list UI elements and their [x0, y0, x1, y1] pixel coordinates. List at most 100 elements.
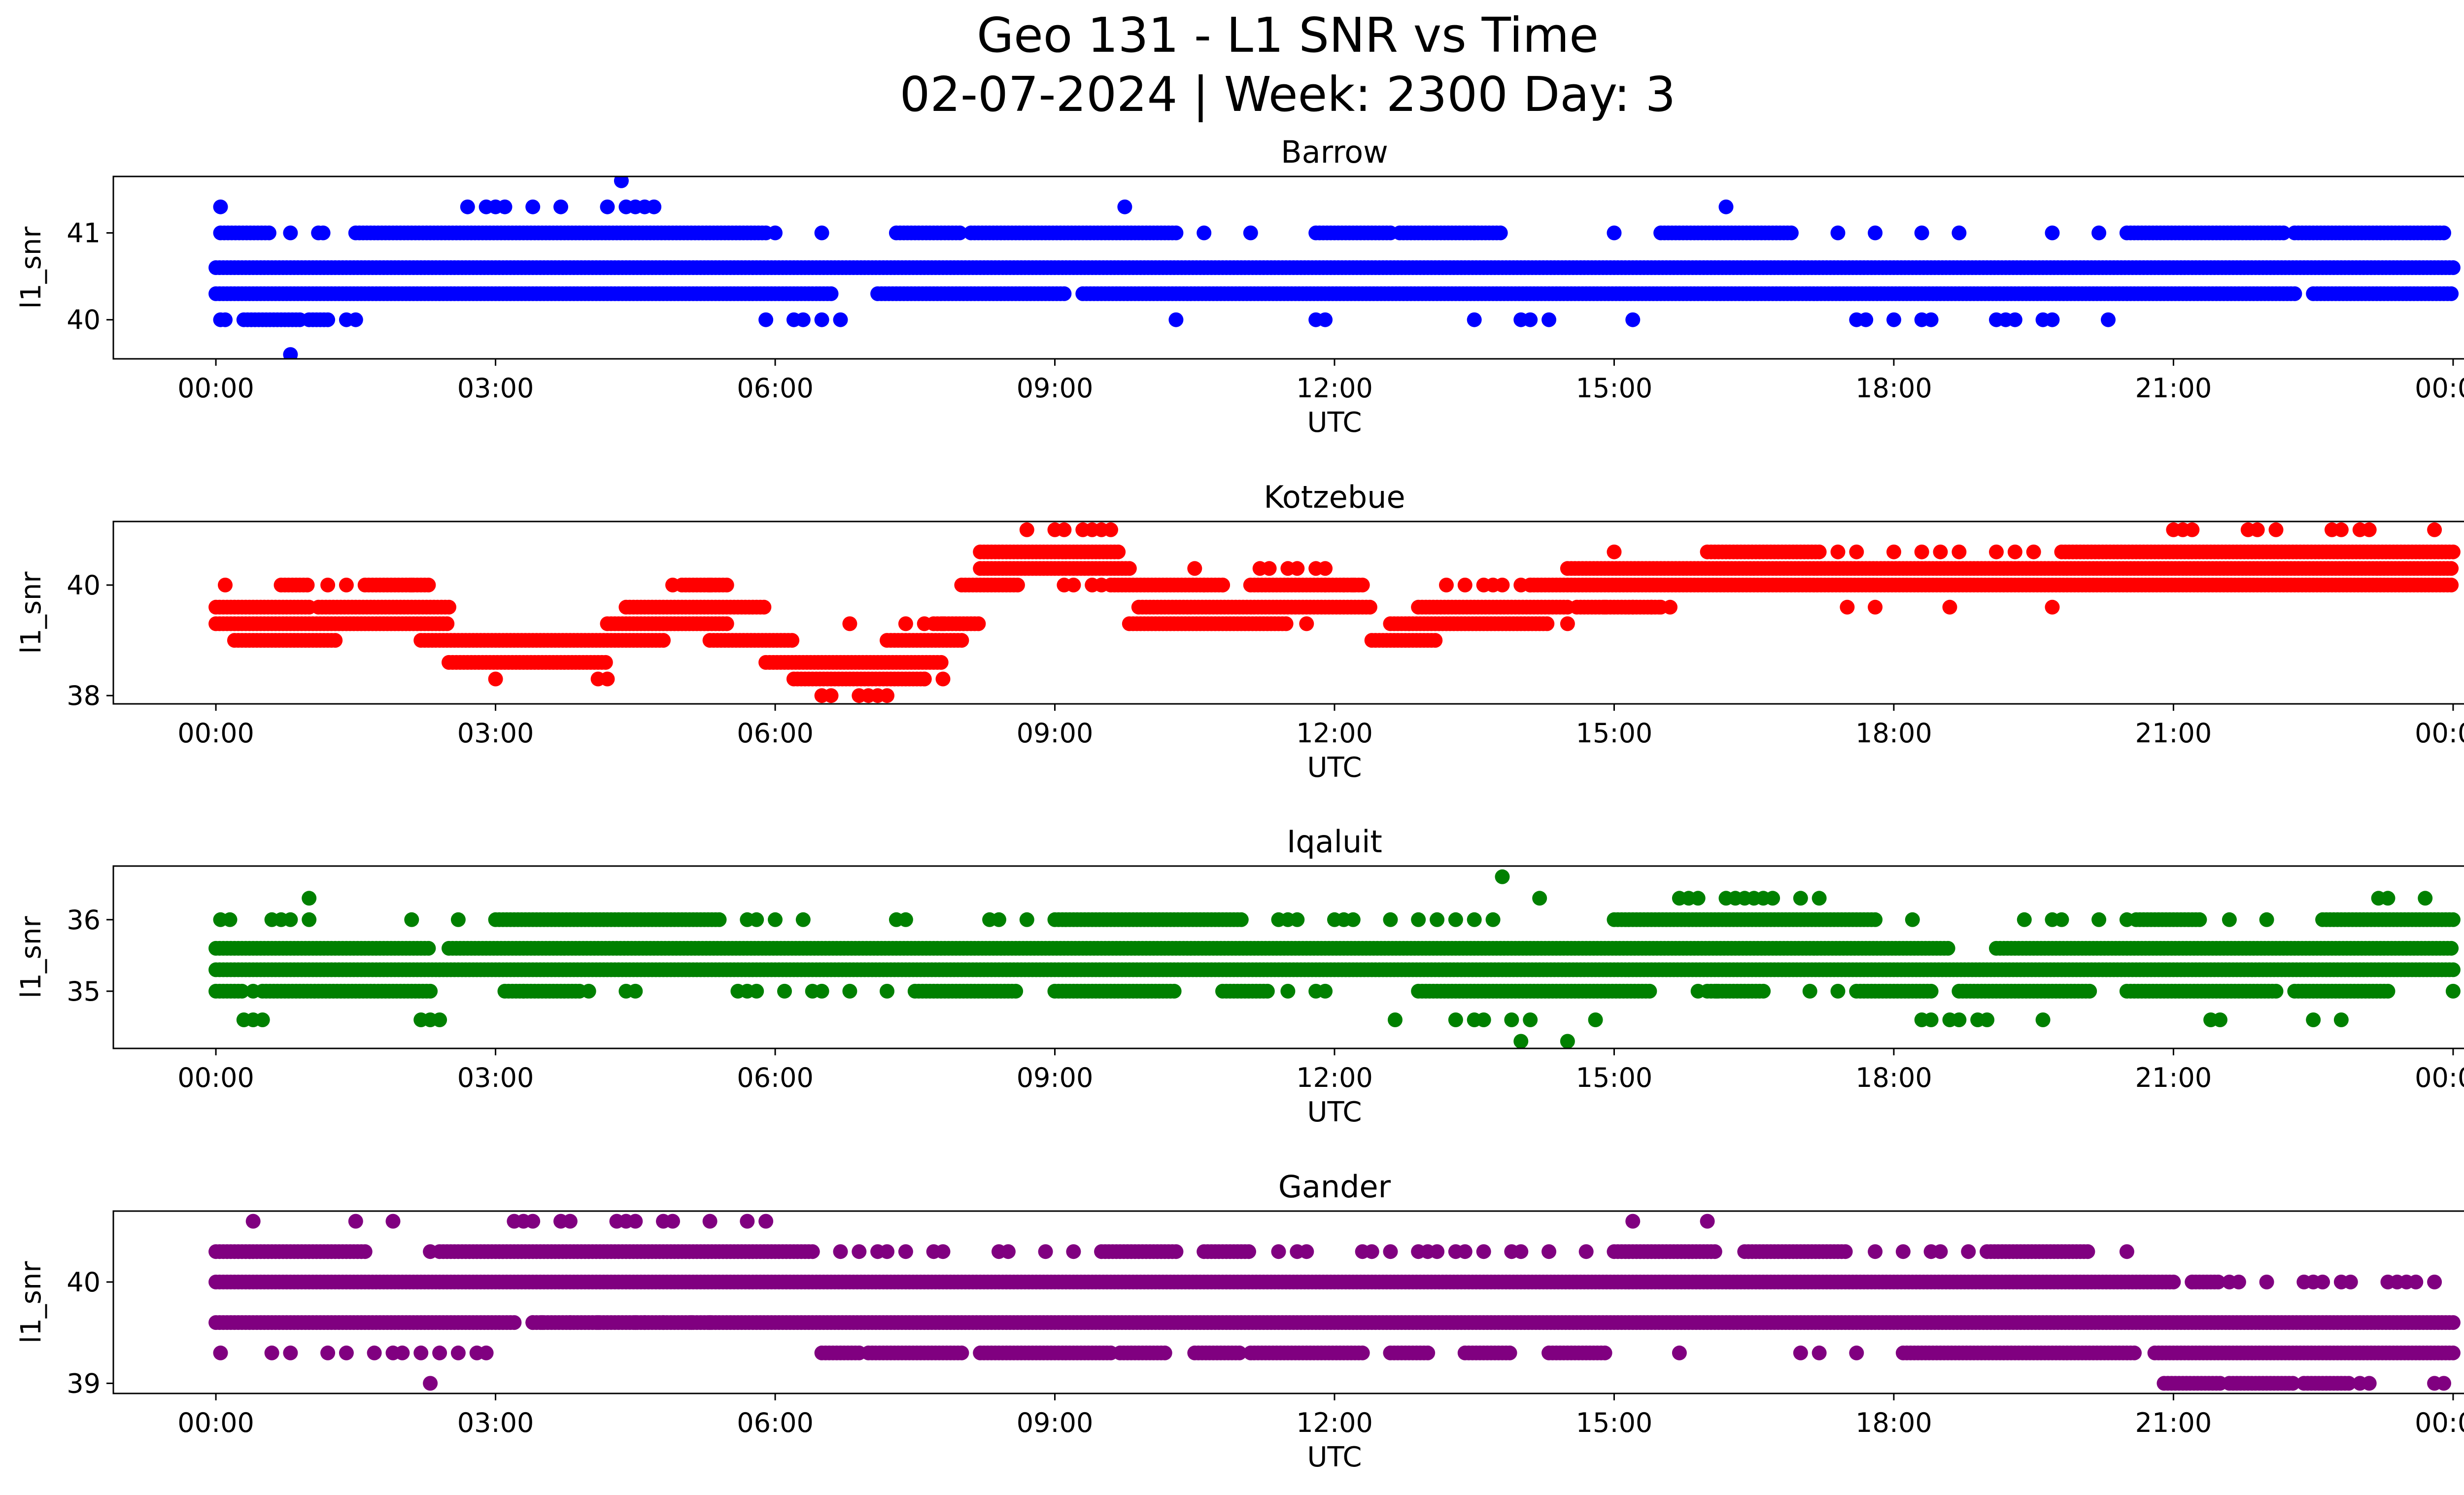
- kotzebue-point-1543: [1495, 577, 1510, 592]
- barrow-point-1465: [1783, 225, 1799, 241]
- kotzebue-point-1545: [1523, 577, 1538, 592]
- kotzebue-point-712: [300, 577, 315, 592]
- barrow-point-1613: [2045, 225, 2060, 241]
- kotzebue-point-1588: [2007, 544, 2022, 559]
- kotzebue-point-1565: [917, 671, 932, 687]
- barrow-point-1587: [1541, 312, 1557, 327]
- barrow-xtick-label-0: 00:00: [177, 373, 254, 404]
- kotzebue-point-1525: [320, 577, 336, 592]
- kotzebue-point-1606: [2361, 522, 2377, 537]
- barrow-point-1628: [1718, 199, 1734, 214]
- barrow-point-1591: [1886, 312, 1901, 327]
- kotzebue-point-1590: [1019, 522, 1034, 537]
- kotzebue-xtick-label-1: 03:00: [457, 718, 534, 749]
- iqaluit-point-1333: [1260, 983, 1275, 999]
- kotzebue-point-1523: [2445, 544, 2461, 559]
- kotzebue-point-1554: [2045, 599, 2060, 615]
- kotzebue-point-1558: [842, 616, 857, 631]
- kotzebue-point-1604: [2333, 522, 2349, 537]
- kotzebue-point-108: [971, 616, 986, 631]
- kotzebue-point-1583: [1886, 544, 1901, 559]
- kotzebue-point-1585: [1933, 544, 1948, 559]
- kotzebue-point-1533: [1094, 577, 1109, 592]
- barrow-ylabel: l1_snr: [15, 226, 47, 309]
- kotzebue-point-1536: [1318, 577, 1333, 592]
- kotzebue-point-1572: [880, 688, 894, 703]
- barrow-point-1586: [1523, 312, 1538, 327]
- iqaluit-point-1192: [235, 983, 249, 999]
- barrow-point-1610: [1868, 225, 1883, 241]
- kotzebue-title: Kotzebue: [1264, 479, 1405, 515]
- barrow-xlabel: UTC: [1307, 407, 1362, 439]
- iqaluit-point-1320: [1166, 983, 1182, 999]
- kotzebue-point-730: [421, 577, 436, 592]
- kotzebue-xlabel: UTC: [1307, 752, 1362, 784]
- iqaluit-point-1433: [1923, 983, 1939, 999]
- barrow-point-1429: [1493, 225, 1508, 241]
- kotzebue-point-1553: [1942, 599, 1957, 615]
- kotzebue-point-620: [598, 655, 613, 670]
- kotzebue-point-1110: [1122, 561, 1137, 576]
- barrow-point-1380: [1168, 225, 1184, 241]
- kotzebue-point-1586: [1951, 544, 1967, 559]
- kotzebue-xtick-label-4: 12:00: [1296, 718, 1373, 749]
- kotzebue-point-743: [719, 577, 734, 592]
- kotzebue-ytick-label-0: 38: [67, 680, 101, 711]
- kotzebue-point-1582: [1849, 544, 1864, 559]
- barrow-point-1609: [1830, 225, 1846, 241]
- kotzebue-point-1557: [1560, 616, 1575, 631]
- kotzebue-point-449: [328, 633, 343, 648]
- kotzebue-point-1559: [898, 616, 913, 631]
- kotzebue-point-1566: [935, 671, 951, 687]
- kotzebue-point-1568: [823, 688, 839, 703]
- kotzebue-point-1596: [1103, 522, 1118, 537]
- barrow-point-1627: [1117, 199, 1132, 214]
- barrow-point-1605: [1197, 225, 1212, 241]
- kotzebue-xtick-label-2: 06:00: [737, 718, 814, 749]
- barrow-point-817: [1057, 286, 1072, 301]
- barrow-point-1596: [2007, 312, 2022, 327]
- barrow-point-1143: [2287, 286, 2302, 301]
- barrow-point-1593: [1923, 312, 1939, 327]
- barrow-xtick-label-6: 18:00: [1855, 373, 1932, 404]
- barrow-point-1620: [525, 199, 541, 214]
- barrow-xtick-label-7: 21:00: [2135, 373, 2212, 404]
- kotzebue-point-95: [719, 616, 734, 631]
- kotzebue-point-1561: [935, 616, 951, 631]
- kotzebue-point-1534: [1197, 577, 1212, 592]
- barrow-point-1508: [2276, 225, 2291, 241]
- kotzebue-point-1348: [2444, 561, 2459, 576]
- barrow-point-1626: [647, 199, 662, 214]
- barrow-point-1576: [758, 312, 774, 327]
- kotzebue-point-1547: [1625, 599, 1641, 615]
- iqaluit-point-1238: [423, 983, 438, 999]
- barrow-point-1195: [261, 225, 276, 241]
- barrow-ytick-label-1: 41: [67, 218, 101, 249]
- barrow-point-1599: [2101, 312, 2116, 327]
- kotzebue-point-1524: [218, 577, 233, 592]
- kotzebue-point-1573: [1187, 561, 1202, 576]
- kotzebue-point-1601: [2250, 522, 2265, 537]
- iqaluit-point-600: [2445, 962, 2461, 977]
- kotzebue-xtick-label-5: 15:00: [1576, 718, 1653, 749]
- kotzebue-point-1551: [1840, 599, 1855, 615]
- barrow-point-1616: [460, 199, 475, 214]
- kotzebue-point-577: [1428, 633, 1443, 648]
- barrow-xtick-label-5: 15:00: [1576, 373, 1653, 404]
- barrow-point-1571: [320, 312, 336, 327]
- kotzebue-point-1531: [1066, 577, 1081, 592]
- barrow-point-1584: [1467, 312, 1482, 327]
- barrow-point-1608: [1607, 225, 1622, 241]
- kotzebue-point-1580: [1607, 544, 1622, 559]
- kotzebue-point-194: [1540, 616, 1555, 631]
- iqaluit-point-1597: [712, 912, 727, 927]
- kotzebue-point-1527: [404, 577, 419, 592]
- kotzebue-point-1607: [2427, 522, 2442, 537]
- iqaluit-point-658: [421, 940, 436, 956]
- iqaluit-point-1510: [2268, 983, 2284, 999]
- kotzebue-point-1538: [1345, 577, 1361, 592]
- kotzebue-point-1581: [1830, 544, 1846, 559]
- kotzebue-point-1528: [665, 577, 680, 592]
